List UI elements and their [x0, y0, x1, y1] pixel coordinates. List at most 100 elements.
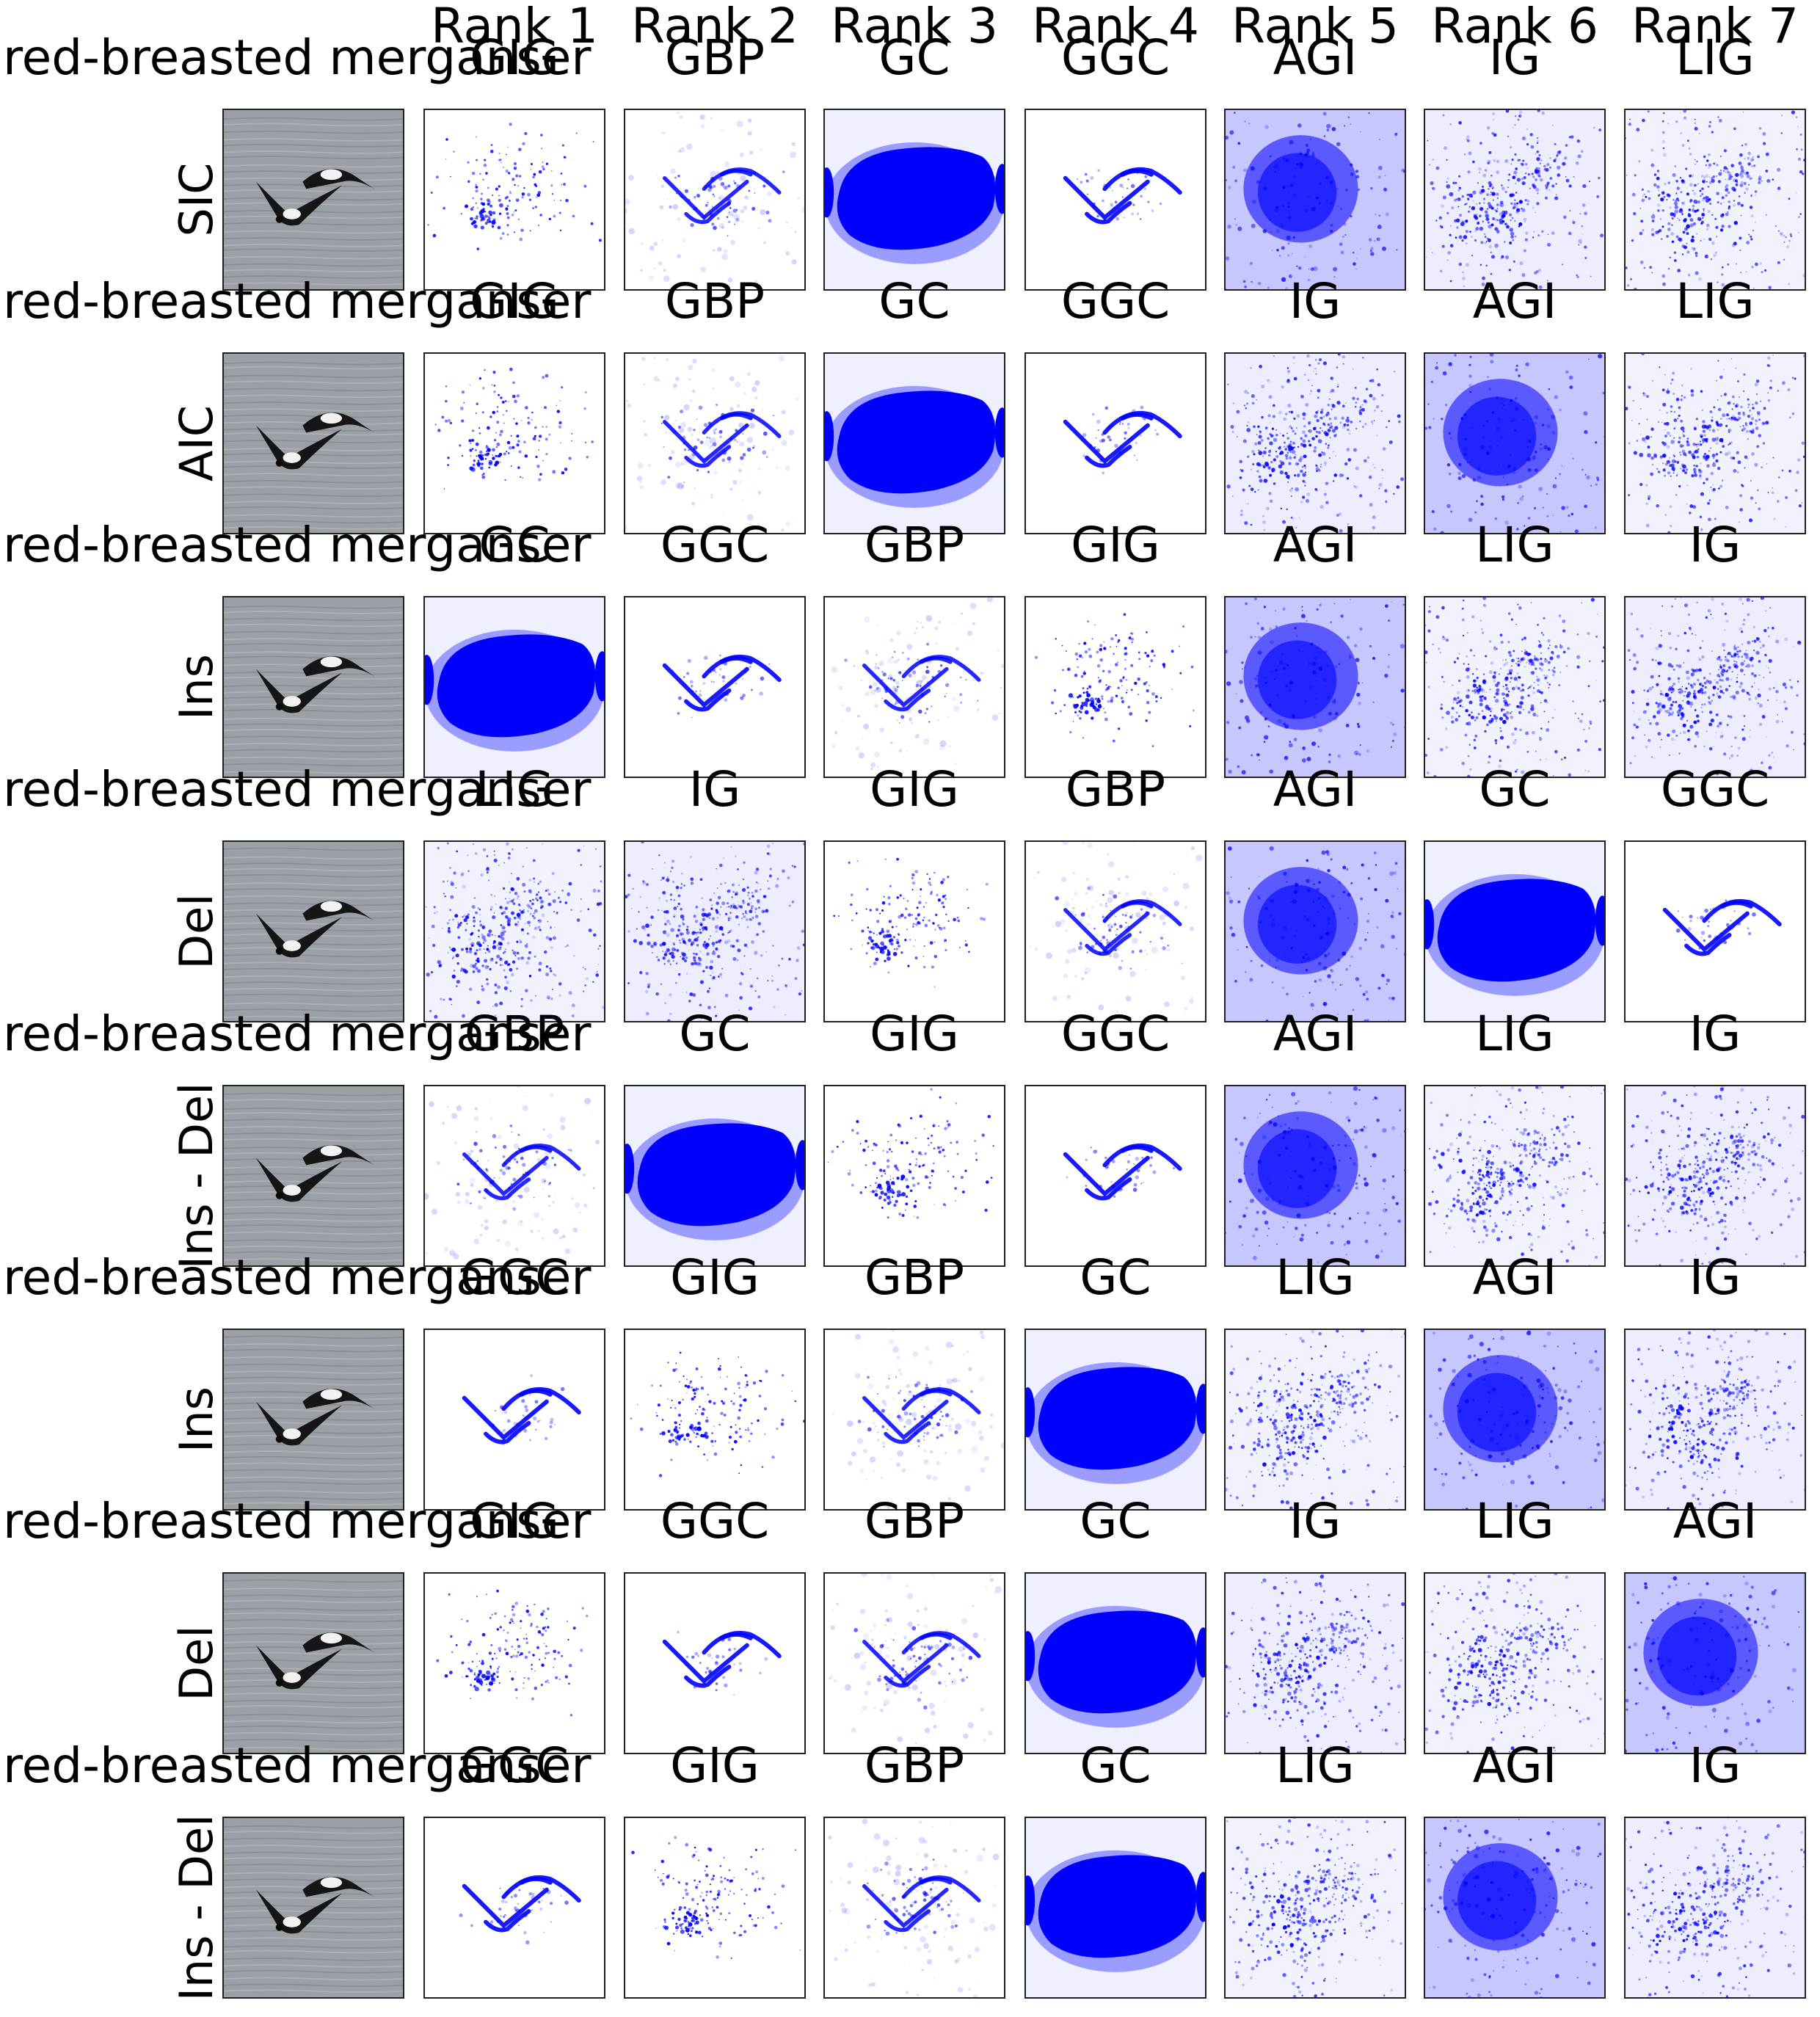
row-class-label: red-breasted merganser: [3, 273, 592, 330]
saliency-heatmap: [1425, 1330, 1604, 1509]
method-label: GGC: [660, 1493, 770, 1549]
saliency-heatmap: [825, 1086, 1004, 1265]
method-label: GGC: [459, 1249, 569, 1306]
input-photo-panel: [222, 1572, 404, 1754]
saliency-heatmap: [1626, 1574, 1805, 1753]
column-header-rank-1: Rank 1: [431, 0, 598, 54]
saliency-heatmap: [1425, 1574, 1604, 1753]
method-label: GBP: [1065, 761, 1166, 818]
saliency-map-ggc: [1624, 840, 1806, 1022]
method-label: IG: [1289, 273, 1342, 330]
saliency-map-gig: [1024, 596, 1206, 778]
method-label: IG: [1689, 517, 1741, 573]
input-photo-panel: [222, 596, 404, 778]
saliency-map-lig: [1424, 1572, 1606, 1754]
saliency-map-ggc: [624, 1572, 806, 1754]
saliency-map-ig: [624, 840, 806, 1022]
saliency-heatmap: [1226, 1818, 1405, 1997]
method-label: GBP: [864, 1493, 965, 1549]
method-label: GBP: [864, 1737, 965, 1794]
row-class-label: red-breasted merganser: [3, 761, 592, 818]
saliency-heatmap: [1626, 1818, 1805, 1997]
saliency-map-ig: [1224, 1572, 1406, 1754]
input-photo-panel: [222, 109, 404, 291]
method-label: LIG: [1675, 273, 1755, 330]
saliency-map-gc: [423, 596, 605, 778]
saliency-map-ig: [1424, 109, 1606, 291]
saliency-heatmap: [1425, 354, 1604, 533]
saliency-heatmap: [625, 1330, 804, 1509]
input-photo-panel: [222, 352, 404, 534]
bird-silhouettes: [255, 901, 374, 958]
saliency-heatmap: [425, 1818, 604, 1997]
saliency-map-lig: [1224, 1817, 1406, 1999]
column-header-rank-3: Rank 3: [831, 0, 998, 54]
saliency-heatmap: [425, 842, 604, 1021]
row-metric-label: Ins: [170, 1387, 223, 1453]
bird-photo: [224, 1574, 403, 1753]
bird-silhouettes: [255, 1632, 374, 1690]
saliency-map-lig: [1424, 1085, 1606, 1267]
saliency-map-gig: [823, 840, 1005, 1022]
method-label: GIG: [670, 1249, 760, 1306]
column-header-rank-7: Rank 7: [1631, 0, 1799, 54]
saliency-heatmap: [1026, 110, 1205, 289]
method-label: GBP: [664, 29, 765, 86]
method-label: GGC: [1660, 761, 1770, 818]
method-label: GC: [1080, 1249, 1151, 1306]
saliency-heatmap: [1626, 354, 1805, 533]
method-label: GGC: [459, 1737, 569, 1794]
bird-photo: [224, 597, 403, 777]
method-label: IG: [1689, 1249, 1741, 1306]
saliency-heatmap: [1425, 597, 1604, 777]
input-photo-panel: [222, 840, 404, 1022]
saliency-map-ggc: [423, 1329, 605, 1511]
row-class-label: red-breasted merganser: [3, 29, 592, 86]
saliency-heatmap: [1226, 110, 1405, 289]
saliency-heatmap: [1026, 1574, 1205, 1753]
saliency-heatmap: [425, 597, 604, 777]
saliency-heatmap: [1626, 1086, 1805, 1265]
row-metric-label: SIC: [170, 162, 223, 237]
method-label: GGC: [1060, 29, 1171, 86]
method-label: IG: [1689, 1006, 1741, 1062]
saliency-heatmap: [625, 1574, 804, 1753]
saliency-heatmap: [625, 842, 804, 1021]
saliency-heatmap: [1026, 354, 1205, 533]
saliency-heatmap: [1425, 842, 1604, 1021]
saliency-map-gc: [1024, 1817, 1206, 1999]
saliency-map-lig: [1424, 596, 1606, 778]
saliency-map-agi: [1224, 596, 1406, 778]
saliency-map-ig: [1624, 596, 1806, 778]
saliency-heatmap: [625, 597, 804, 777]
method-label: LIG: [1475, 517, 1554, 573]
saliency-heatmap: [1026, 1818, 1205, 1997]
method-label: GC: [1080, 1493, 1151, 1549]
method-label: LIG: [1475, 1006, 1554, 1062]
method-label: GC: [878, 29, 950, 86]
bird-photo: [224, 110, 403, 289]
saliency-map-gbp: [1024, 840, 1206, 1022]
saliency-heatmap: [425, 354, 604, 533]
saliency-heatmap: [825, 110, 1004, 289]
saliency-map-agi: [1424, 1329, 1606, 1511]
method-label: GIG: [470, 1493, 559, 1549]
method-label: GGC: [660, 517, 770, 573]
method-label: GIG: [870, 761, 959, 818]
saliency-heatmap: [1425, 110, 1604, 289]
column-header-rank-2: Rank 2: [631, 0, 798, 54]
saliency-map-gig: [823, 1085, 1005, 1267]
saliency-heatmap: [425, 1574, 604, 1753]
method-label: GGC: [1060, 1006, 1171, 1062]
row-metric-label: AIC: [170, 405, 223, 481]
bird-silhouettes: [255, 413, 374, 470]
row-metric-label: Del: [170, 1625, 223, 1701]
saliency-heatmap: [1226, 1330, 1405, 1509]
row-class-label: red-breasted merganser: [3, 1737, 592, 1794]
method-label: AGI: [1273, 517, 1358, 573]
row-metric-label: Del: [170, 893, 223, 970]
row-metric-label: Ins - Del: [170, 1814, 223, 2002]
saliency-heatmap: [825, 1818, 1004, 1997]
method-label: GIG: [1071, 517, 1160, 573]
